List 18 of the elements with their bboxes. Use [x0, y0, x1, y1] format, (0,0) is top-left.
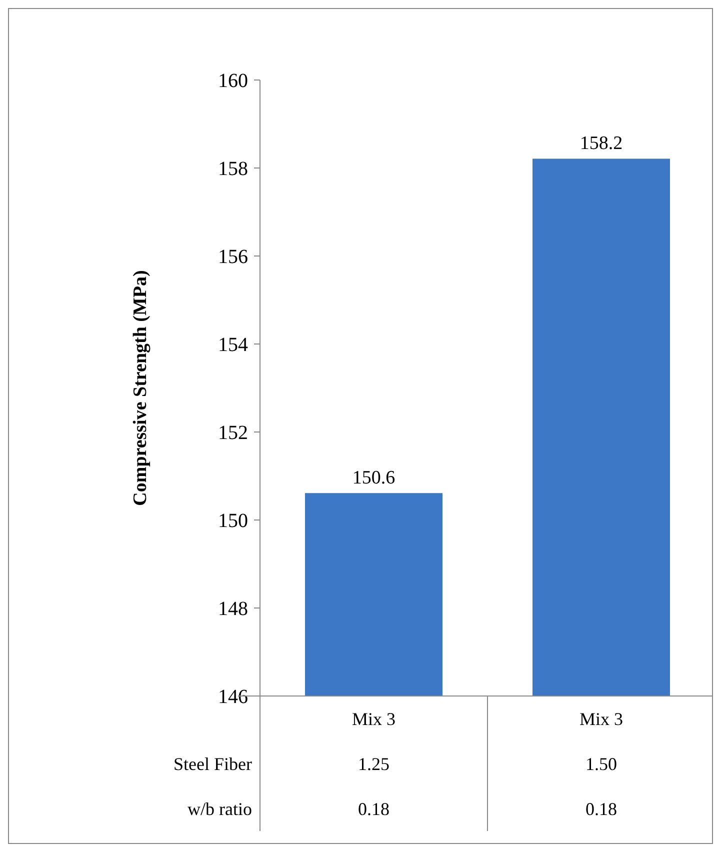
y-tick-label: 150 [218, 510, 248, 532]
y-tick-label: 160 [218, 70, 248, 92]
text: w/b ratio [188, 798, 252, 819]
data-label: 158.2 [580, 133, 623, 154]
data-label: 150.6 [352, 468, 396, 489]
text: 1.50 [586, 754, 617, 774]
text: 0.18 [586, 798, 617, 819]
y-tick-label: 154 [218, 334, 248, 356]
y-tick-label: 148 [218, 598, 248, 620]
y-tick-label: 156 [218, 246, 248, 268]
text: Steel Fiber [174, 754, 252, 774]
text: 0.18 [358, 798, 390, 819]
text: 1.25 [358, 754, 390, 774]
x-tick-label: Mix 3 [579, 708, 624, 729]
y-tick-label: 152 [218, 422, 248, 444]
y-tick-label: 158 [218, 158, 248, 180]
x-tick-label: Mix 3 [352, 708, 396, 729]
y-axis-title: Compressive Strength (MPa) [130, 270, 151, 506]
